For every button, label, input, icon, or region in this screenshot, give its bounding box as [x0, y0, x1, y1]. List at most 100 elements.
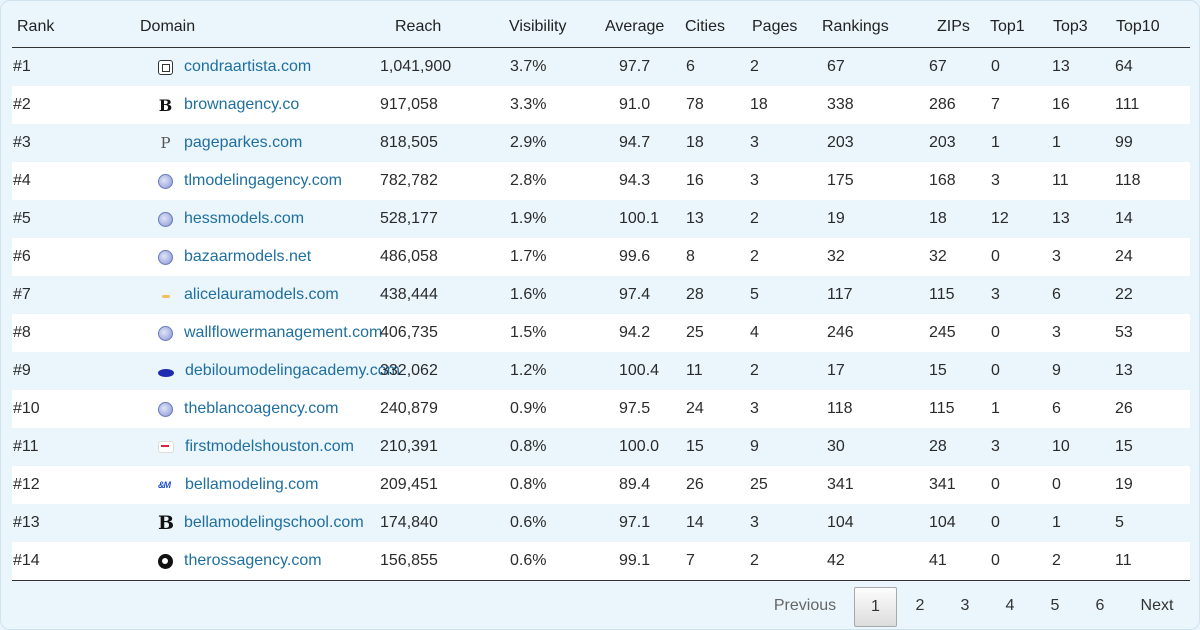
visibility-cell: 2.9% [510, 134, 547, 151]
domain-cell: &M bellamodeling.com [85, 466, 380, 504]
rankings-cell: 32 [827, 248, 845, 265]
cities-cell: 15 [686, 438, 704, 455]
column-header-top1[interactable]: Top1 [983, 6, 1046, 48]
rank-cell: #8 [13, 324, 31, 341]
domain-link[interactable]: bellamodeling.com [185, 476, 319, 493]
domain-link[interactable]: alicelauramodels.com [184, 286, 339, 303]
top3-cell: 1 [1052, 514, 1061, 531]
rank-cell: #5 [13, 210, 31, 227]
top3-cell: 2 [1046, 542, 1109, 581]
reach-cell: 528,177 [380, 210, 438, 227]
cities-cell: 11 [686, 362, 703, 379]
letter-p-icon: P [160, 133, 171, 152]
rank-cell: #12 [13, 476, 40, 493]
rankings-cell: 117 [827, 286, 853, 303]
column-header-pages[interactable]: Pages [747, 6, 819, 48]
pagination-previous[interactable]: Previous [773, 597, 837, 614]
pages-cell: 3 [750, 400, 759, 417]
pagination-page-3[interactable]: 3 [960, 597, 970, 614]
top10-cell: 64 [1115, 58, 1133, 75]
table-row: #5 hessmodels.com 528,177 1.9% 100.1 13 2 19 18 1… [12, 200, 1190, 238]
average-cell: 97.7 [619, 58, 651, 75]
column-header-top3[interactable]: Top3 [1046, 6, 1109, 48]
column-header-domain[interactable]: Domain [85, 6, 380, 48]
pagination-page-5[interactable]: 5 [1050, 597, 1060, 614]
domain-link[interactable]: tlmodelingagency.com [184, 172, 343, 189]
reach-cell: 486,058 [380, 248, 438, 265]
column-header-average[interactable]: Average [593, 6, 680, 48]
top1-cell: 12 [991, 210, 1009, 227]
reach-cell: 406,735 [380, 324, 438, 341]
cities-cell: 18 [686, 134, 704, 151]
pagination-page-2[interactable]: 2 [915, 597, 925, 614]
cities-cell: 78 [686, 96, 704, 113]
top10-cell: 53 [1115, 324, 1133, 341]
pages-cell: 2 [747, 542, 819, 581]
column-header-reach[interactable]: Reach [380, 6, 502, 48]
average-cell: 99.1 [593, 542, 680, 581]
pagination-next[interactable]: Next [1140, 597, 1174, 614]
top1-cell: 0 [991, 362, 1000, 379]
column-header-rankings[interactable]: Rankings [819, 6, 921, 48]
domain-link[interactable]: brownagency.co [184, 96, 300, 113]
domain-link[interactable]: hessmodels.com [184, 210, 305, 227]
zips-cell: 104 [929, 514, 956, 531]
visibility-cell: 1.7% [510, 248, 547, 265]
cities-cell: 8 [686, 248, 695, 265]
reach-cell: 818,505 [380, 134, 438, 151]
pages-cell: 3 [750, 172, 759, 189]
average-cell: 89.4 [619, 476, 651, 493]
zips-cell: 203 [929, 134, 956, 151]
letter-b-icon: B [158, 511, 175, 534]
column-header-visibility[interactable]: Visibility [502, 6, 593, 48]
globe-icon [158, 211, 173, 227]
top3-cell: 16 [1052, 96, 1070, 113]
pages-cell: 18 [750, 96, 768, 113]
domain-link[interactable]: bellamodelingschool.com [184, 514, 364, 531]
pagination-page-1[interactable]: 1 [854, 587, 897, 627]
domain-link[interactable]: therossagency.com [184, 552, 322, 569]
rank-cell: #13 [13, 514, 40, 531]
column-header-rank[interactable]: Rank [12, 6, 85, 48]
domain-cell: theblancoagency.com [85, 390, 380, 428]
pagination-page-6[interactable]: 6 [1095, 597, 1105, 614]
domain-link[interactable]: firstmodelshouston.com [185, 438, 354, 455]
cities-cell: 6 [686, 58, 695, 75]
column-header-zips[interactable]: ZIPs [921, 6, 983, 48]
domain-cell: firstmodelshouston.com [85, 428, 380, 466]
domain-cell: alicelauramodels.com [85, 276, 380, 314]
domain-link[interactable]: condraartista.com [184, 58, 312, 75]
pagination-page-4[interactable]: 4 [1005, 597, 1015, 614]
pages-cell: 2 [750, 58, 759, 75]
framed-square-icon [158, 59, 173, 75]
table-row: #4 tlmodelingagency.com 782,782 2.8% 94.3 16 3… [12, 162, 1190, 200]
domain-cell: bazaarmodels.net [85, 238, 380, 276]
table-row: #14 therossagency.com 156,855 0.6% 99.1 7 2 42 4… [12, 542, 1190, 581]
pagination: Previous 1 2 3 4 5 6 Next [1, 587, 1200, 627]
cities-cell: 28 [686, 286, 704, 303]
circle-logo-icon [158, 553, 173, 569]
top3-cell: 0 [1052, 476, 1061, 493]
column-header-top10[interactable]: Top10 [1109, 6, 1190, 48]
top1-cell: 0 [991, 248, 1000, 265]
reach-cell: 209,451 [380, 476, 438, 493]
domain-link[interactable]: bazaarmodels.net [184, 248, 312, 265]
domain-link[interactable]: theblancoagency.com [184, 400, 339, 417]
domain-link[interactable]: wallflowermanagement.com [184, 324, 383, 341]
visibility-cell: 0.8% [510, 476, 547, 493]
average-cell: 91.0 [619, 96, 651, 113]
domain-cell: tlmodelingagency.com [85, 162, 380, 200]
domain-link[interactable]: debiloumodelingacademy.com [185, 362, 400, 379]
table-row: #1 condraartista.com 1,041,900 3.7% 97.7 6 2 67… [12, 47, 1190, 86]
rank-cell: #1 [13, 58, 31, 75]
column-header-cities[interactable]: Cities [680, 6, 747, 48]
domain-cell: hessmodels.com [85, 200, 380, 238]
top10-cell: 11 [1109, 542, 1190, 581]
table-row: #7 alicelauramodels.com 438,444 1.6% 97.4 28 5… [12, 276, 1190, 314]
top10-cell: 5 [1115, 514, 1124, 531]
top10-cell: 99 [1115, 134, 1133, 151]
domain-link[interactable]: pageparkes.com [184, 134, 303, 151]
